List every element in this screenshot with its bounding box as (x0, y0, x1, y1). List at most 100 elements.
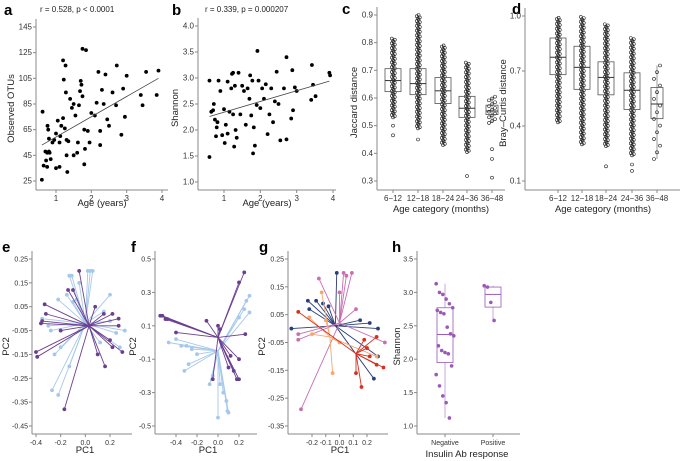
data-point (490, 119, 494, 123)
data-point (328, 73, 332, 78)
data-point (652, 97, 656, 101)
stat-annotation: r = 0.528, p < 0.0001 (40, 5, 115, 14)
data-point (487, 121, 491, 125)
data-point (39, 321, 43, 326)
data-point (242, 307, 247, 311)
data-point (182, 368, 187, 373)
data-point (108, 338, 112, 343)
data-point (245, 86, 250, 91)
data-point (41, 163, 46, 168)
spoke-line (72, 289, 90, 326)
data-point (382, 340, 387, 345)
panel-c: c 0.3 0.4 0.5 0.6 0.7 0.8 0.9 6−12 12−18 18−24 24−3… (342, 1, 505, 215)
data-point (116, 316, 121, 321)
spoke-line (57, 299, 86, 324)
y-axis-label: PC2 (128, 337, 139, 355)
data-point (70, 105, 74, 110)
panel-f: f -0.5 -0.3 -0.1 0.1 0.3 0.5 -0.4 -0.2 0.0 0.2 PC1 P… (128, 239, 257, 456)
data-point (117, 345, 122, 350)
data-point (44, 158, 49, 163)
data-point (174, 330, 178, 335)
data-point (365, 346, 369, 350)
data-point (213, 117, 217, 122)
data-point (658, 123, 662, 128)
outlier-point (490, 157, 494, 161)
data-point (655, 70, 659, 74)
box (597, 61, 615, 96)
x-axis-label: PC1 (331, 445, 349, 456)
spoke-line (355, 353, 362, 388)
data-point (140, 103, 145, 108)
panel-letter: g (259, 239, 268, 256)
x-tick-label: 0.1 (348, 440, 358, 447)
spoke-line (335, 322, 370, 327)
y-tick-label: 0.25 (270, 257, 284, 264)
data-point (307, 307, 312, 311)
data-point (316, 276, 321, 281)
data-point (108, 292, 112, 297)
y-tick-label: 0.6 (362, 94, 374, 103)
data-point (79, 82, 84, 87)
spoke-line (322, 303, 336, 327)
box (409, 68, 427, 96)
data-point (103, 364, 107, 369)
data-point (374, 335, 379, 339)
data-point (376, 326, 380, 331)
outlier-point (630, 162, 634, 167)
data-point (247, 293, 252, 298)
data-point (237, 280, 241, 285)
y-tick-label: 0.4 (362, 149, 374, 158)
data-point (292, 85, 297, 90)
outlier-point (604, 164, 608, 169)
data-point (68, 96, 73, 101)
data-point (64, 292, 69, 297)
spoke-line (217, 337, 231, 357)
x-tick-label: Positive (481, 440, 506, 447)
data-point (282, 86, 286, 91)
spoke-line (78, 282, 86, 324)
data-point (344, 273, 349, 278)
y-tick-label: 0.5 (362, 121, 374, 130)
data-point (326, 304, 331, 309)
data-point (204, 318, 209, 323)
data-point (655, 90, 659, 95)
data-point (66, 139, 71, 144)
data-point (265, 132, 270, 137)
y-tick-label: 1.0 (403, 424, 413, 431)
x-tick-label: 2 (89, 194, 94, 203)
data-point (314, 298, 319, 303)
data-point (416, 13, 421, 17)
spoke-line (335, 319, 361, 327)
spoke-line (217, 333, 246, 338)
panel-letter: a (4, 2, 13, 19)
data-point (274, 69, 279, 74)
data-point (492, 318, 496, 323)
data-point (310, 332, 314, 337)
spoke-line (335, 325, 379, 330)
y-tick-label: 105 (19, 74, 33, 83)
spoke-line (175, 338, 219, 352)
data-point (56, 297, 61, 302)
outlier-point (630, 169, 634, 173)
data-point (218, 382, 223, 387)
y-tick-label: 25 (23, 177, 32, 186)
spoke-line (309, 308, 336, 327)
spoke-line (88, 306, 96, 326)
panel-a: a r = 0.528, p < 0.0001 25 45 65 85 105 125 145 1… (4, 2, 168, 209)
x-tick-label: 3 (294, 194, 299, 203)
spoke-line (217, 350, 229, 413)
x-tick-label: 2 (258, 194, 263, 203)
data-point (233, 83, 237, 88)
spoke-line (37, 325, 90, 358)
y-tick-label: -0.25 (268, 396, 284, 403)
outlier-point (391, 123, 395, 128)
y-axis-label: Bray–Curtis distance (498, 59, 509, 147)
data-point (631, 37, 636, 41)
data-point (449, 364, 454, 368)
data-point (628, 36, 633, 40)
spoke-line (339, 272, 353, 324)
data-point (215, 120, 220, 125)
data-point (256, 78, 261, 83)
data-point (226, 365, 231, 370)
